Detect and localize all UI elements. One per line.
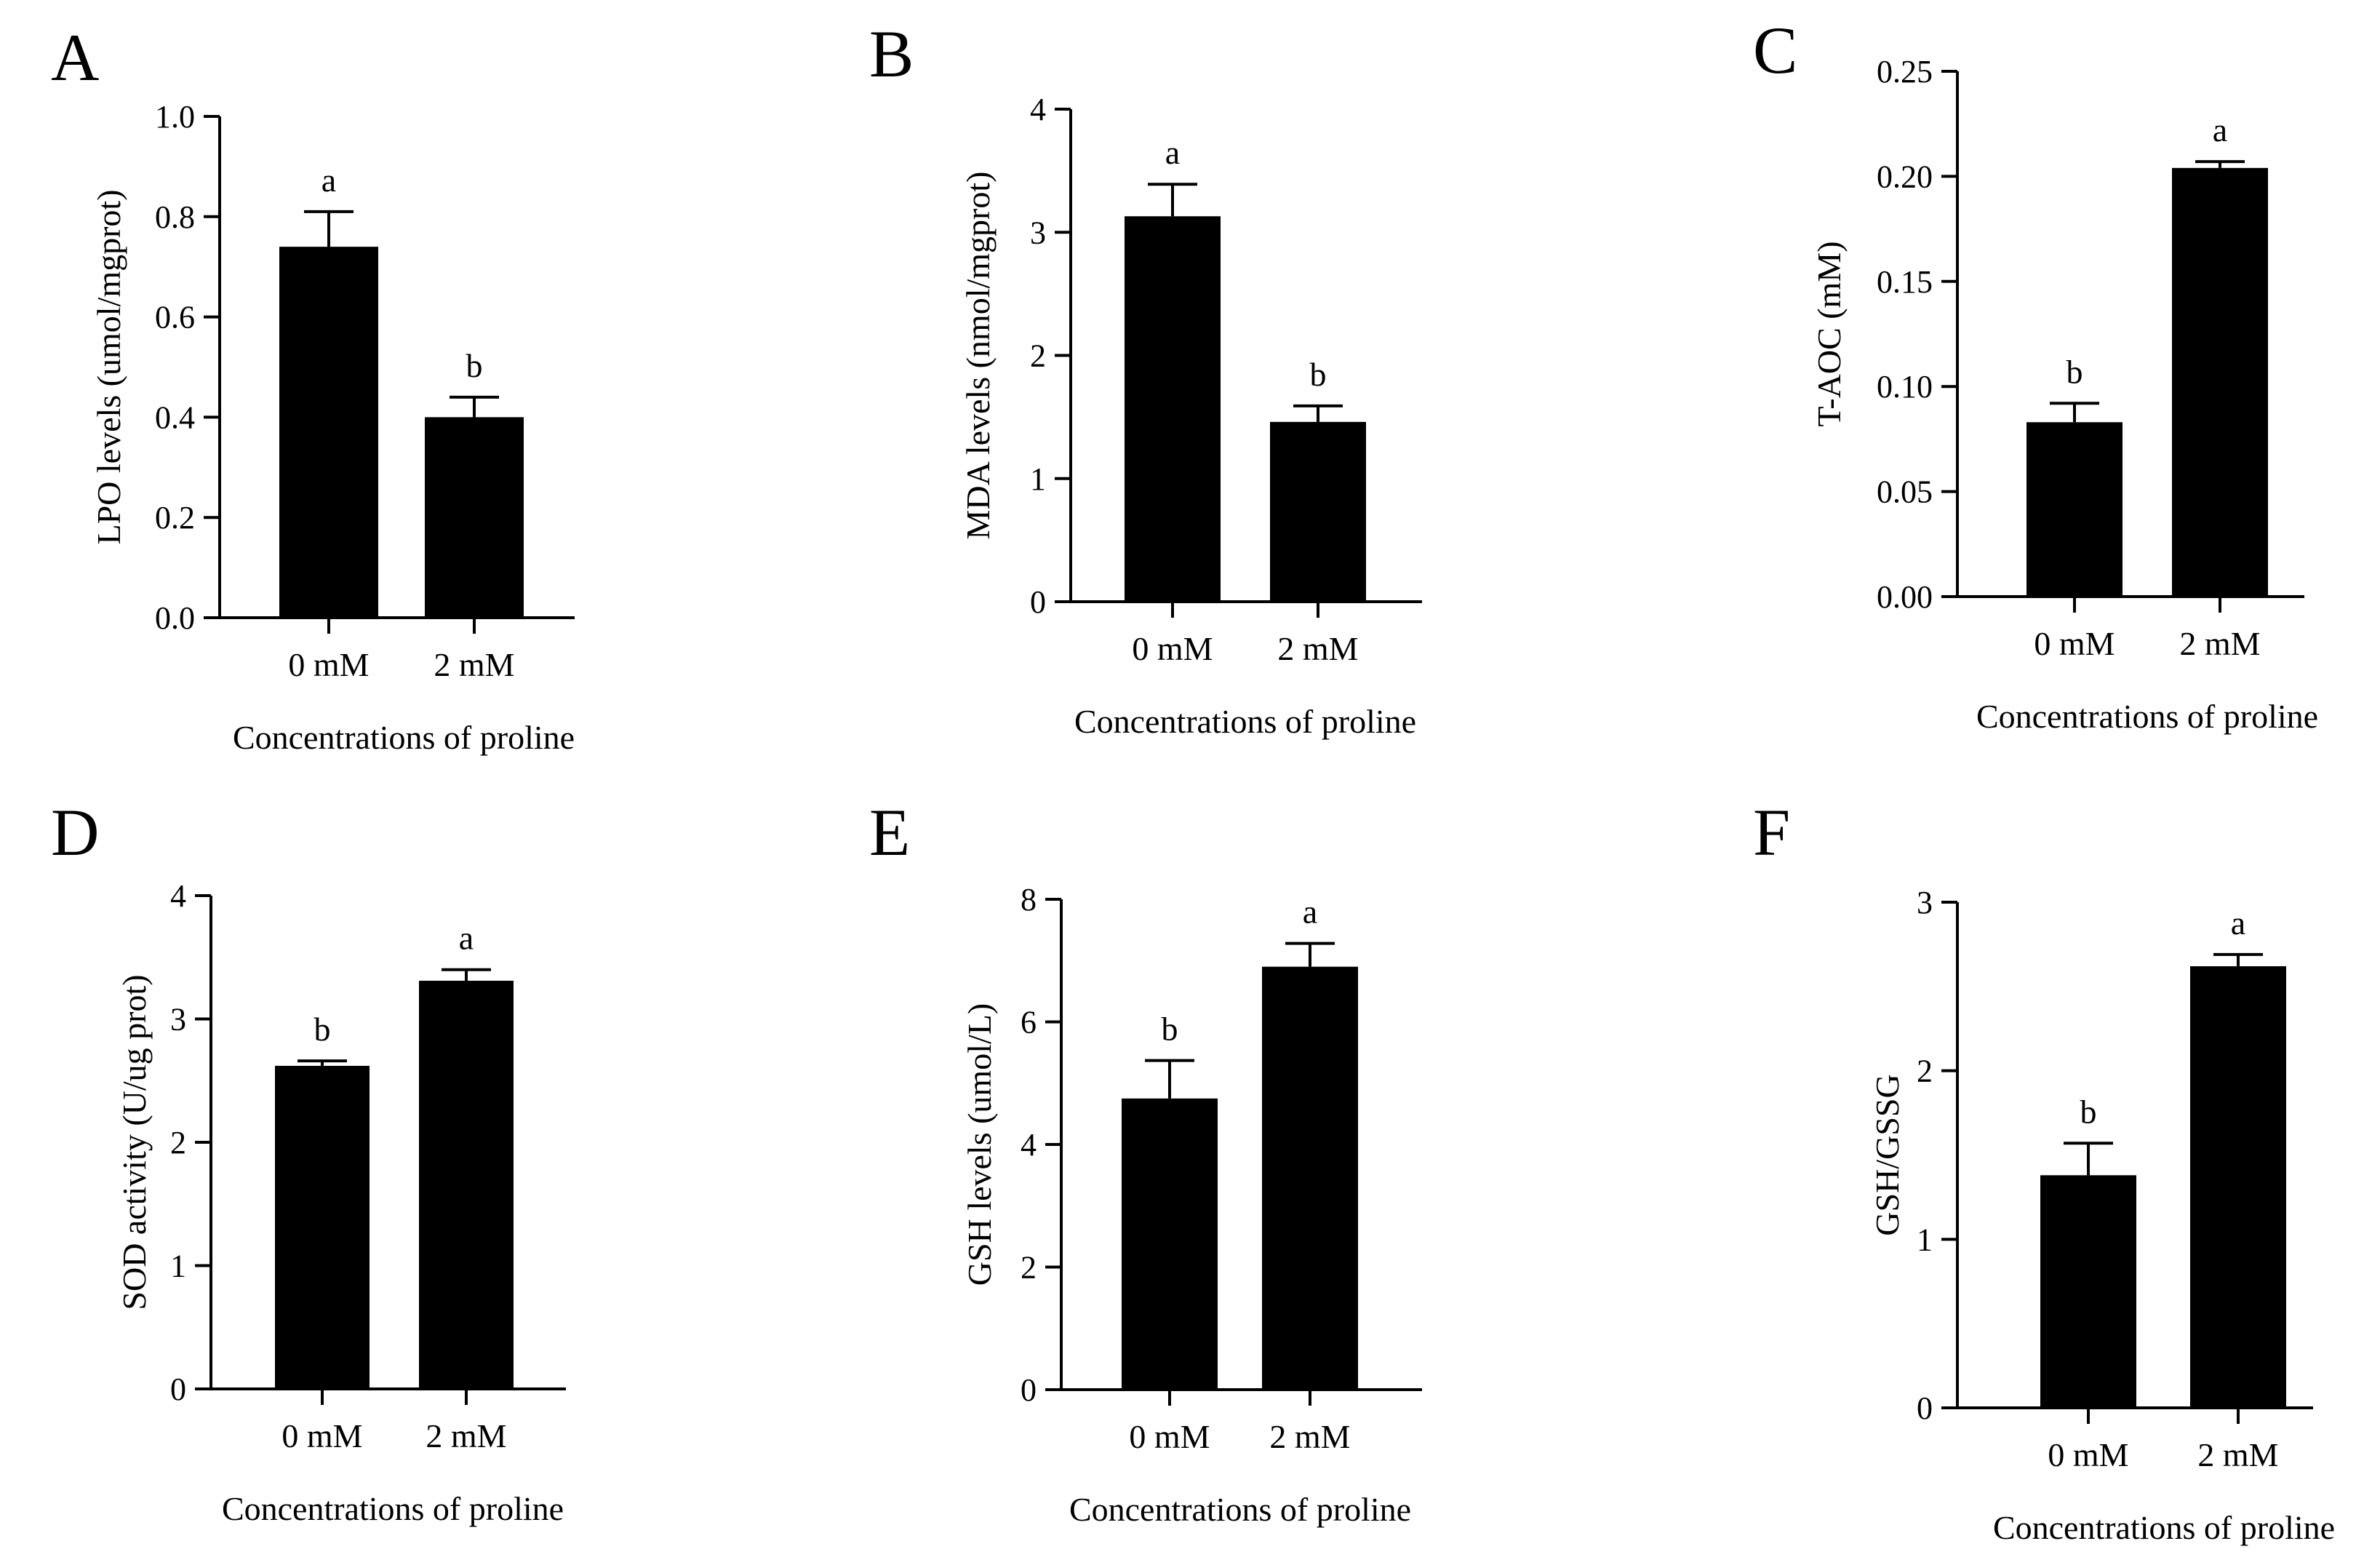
x-tick-label: 2 mM <box>1269 1418 1350 1455</box>
panel-c: C 0.00 0.05 0.10 0.15 0.20 0.25 b 0 mM a 2 mM Conce… <box>1753 13 2318 735</box>
y-tick-label: 4 <box>1030 92 1046 127</box>
x-tick-label: 0 mM <box>1132 630 1213 667</box>
y-tick-label: 0.00 <box>1877 579 1933 615</box>
significance-letter: a <box>322 162 336 199</box>
panel-e: E 0 2 4 6 8 b 0 mM a 2 mM Concentrations of prolin… <box>869 795 1422 1528</box>
y-tick-label: 0.6 <box>155 300 195 335</box>
y-tick-label: 2 <box>1917 1054 1933 1089</box>
y-axis-title: T-AOC (mM) <box>1810 241 1848 426</box>
y-tick-label: 2 <box>170 1125 186 1160</box>
x-axis-title: Concentrations of proline <box>233 719 575 756</box>
bar-2mm <box>1270 421 1366 602</box>
x-tick-label: 0 mM <box>281 1417 362 1454</box>
x-axis-title: Concentrations of proline <box>1074 703 1416 740</box>
y-tick-label: 2 <box>1030 338 1046 374</box>
y-tick-label: 0.05 <box>1877 474 1933 510</box>
y-tick-label: 0 <box>1021 1372 1037 1408</box>
y-tick-label: 4 <box>1021 1127 1037 1163</box>
panel-b: B 0 1 2 3 4 a 0 mM b 2 mM Concentrations of prolin… <box>869 17 1422 740</box>
panel-label-e: E <box>869 795 910 869</box>
x-tick-label: 2 mM <box>1277 630 1358 667</box>
significance-letter: b <box>314 1011 331 1048</box>
x-axis-title: Concentrations of proline <box>1993 1509 2335 1546</box>
x-axis-title: Concentrations of proline <box>1069 1491 1411 1528</box>
bar-2mm <box>2172 167 2268 597</box>
x-tick-label: 0 mM <box>288 646 369 683</box>
y-axis-title: GSH/GSSG <box>1869 1074 1906 1235</box>
significance-letter: b <box>1162 1011 1178 1048</box>
y-tick-label: 0 <box>1030 584 1046 620</box>
y-tick-label: 0.8 <box>155 199 195 235</box>
x-tick-label: 0 mM <box>2034 625 2115 662</box>
bar-0mm <box>279 247 378 618</box>
bar-0mm <box>2040 1175 2136 1408</box>
y-tick-label: 0 <box>1917 1390 1933 1426</box>
significance-letter: b <box>1310 356 1327 393</box>
y-tick-label: 3 <box>170 1002 186 1038</box>
y-tick-label: 0.4 <box>155 399 195 435</box>
x-tick-label: 2 mM <box>2197 1436 2278 1473</box>
y-tick-label: 6 <box>1021 1005 1037 1040</box>
y-tick-label: 4 <box>170 878 186 914</box>
significance-letter: a <box>2213 111 2227 148</box>
y-axis-title: LPO levels (umol/mgprot) <box>90 189 127 544</box>
y-tick-label: 0.2 <box>155 500 195 535</box>
y-axis-title: GSH levels (umol/L) <box>961 1003 998 1286</box>
y-tick-label: 3 <box>1030 215 1046 250</box>
y-tick-label: 0.25 <box>1877 54 1933 89</box>
bar-2mm <box>2190 966 2286 1408</box>
x-tick-label: 0 mM <box>2048 1436 2128 1473</box>
panel-label-f: F <box>1753 795 1790 869</box>
bar-0mm <box>2026 422 2123 597</box>
bar-0mm <box>1125 216 1221 602</box>
y-tick-label: 0.15 <box>1877 264 1933 300</box>
panel-label-a: A <box>51 20 99 95</box>
y-tick-label: 0.10 <box>1877 369 1933 405</box>
bar-2mm <box>419 980 514 1389</box>
y-tick-label: 8 <box>1021 882 1037 917</box>
y-tick-label: 3 <box>1917 885 1933 920</box>
panel-d: D 0 1 2 3 4 b 0 mM a 2 mM Concentrations of prolin… <box>51 795 566 1527</box>
x-axis-title: Concentrations of proline <box>222 1490 564 1527</box>
y-tick-label: 1 <box>170 1249 186 1284</box>
bar-2mm <box>1262 966 1358 1390</box>
bar-2mm <box>425 417 524 618</box>
y-axis-title: MDA levels (nmol/mgprot) <box>959 172 997 540</box>
x-tick-label: 0 mM <box>1129 1418 1210 1455</box>
panel-a: A 0.0 0.2 0.4 0.6 0.8 1.0 a 0 mM b 2 mM Concentrati… <box>51 20 575 756</box>
significance-letter: a <box>459 920 474 957</box>
y-tick-label: 2 <box>1021 1250 1037 1286</box>
x-tick-label: 2 mM <box>434 646 514 683</box>
y-tick-label: 0.20 <box>1877 159 1933 194</box>
x-axis-title: Concentrations of proline <box>1976 698 2318 735</box>
panel-label-d: D <box>51 795 99 869</box>
panel-label-b: B <box>869 17 914 91</box>
y-tick-label: 1.0 <box>155 99 195 135</box>
y-tick-label: 0.0 <box>155 600 195 636</box>
panel-f: F 0 1 2 3 b 0 mM a 2 mM Concentrations of proline… <box>1753 795 2335 1546</box>
significance-letter: a <box>1303 893 1317 931</box>
panel-label-c: C <box>1753 13 1797 87</box>
significance-letter: a <box>2231 904 2245 941</box>
x-tick-label: 2 mM <box>2179 625 2260 662</box>
significance-letter: b <box>2080 1093 2097 1130</box>
significance-letter: b <box>2066 353 2083 390</box>
significance-letter: b <box>466 347 483 384</box>
bar-0mm <box>275 1065 370 1389</box>
y-axis-title: SOD activity (U/ug prot) <box>116 974 153 1310</box>
y-tick-label: 1 <box>1030 461 1046 497</box>
y-tick-label: 0 <box>170 1371 186 1407</box>
bar-0mm <box>1122 1098 1218 1390</box>
significance-letter: a <box>1165 134 1180 171</box>
x-tick-label: 2 mM <box>426 1417 506 1454</box>
y-tick-label: 1 <box>1917 1222 1933 1257</box>
